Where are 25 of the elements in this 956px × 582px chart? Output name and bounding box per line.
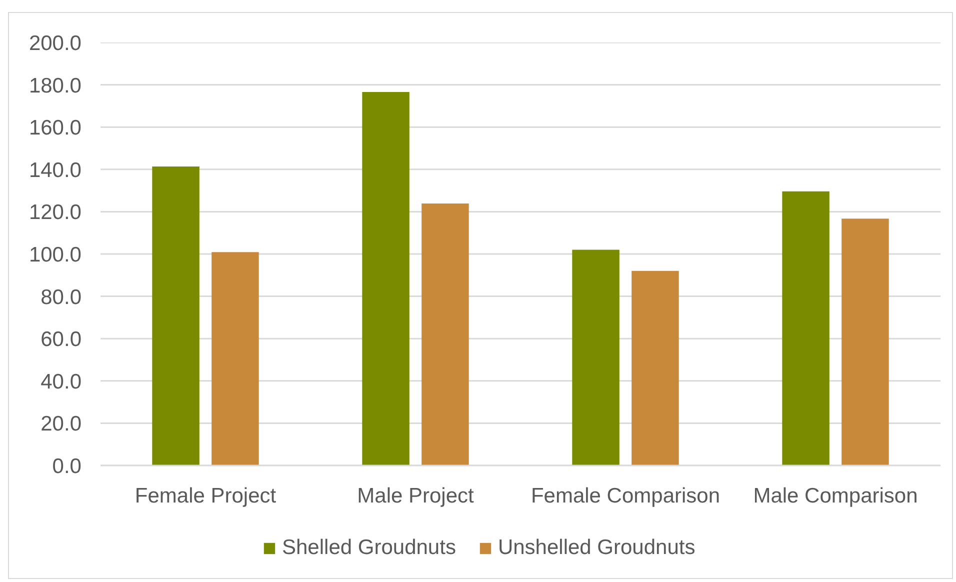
x-tick-label: Female Comparison (530, 484, 720, 508)
y-tick-label: 20.0 (40, 412, 82, 436)
bar (782, 191, 830, 466)
y-tick-label: 40.0 (40, 370, 82, 394)
y-tick-label: 160.0 (28, 116, 82, 140)
bar (212, 252, 259, 466)
y-tick-label: 140.0 (28, 158, 82, 182)
y-tick-label: 100.0 (28, 244, 82, 266)
y-tick-label: 60.0 (40, 328, 82, 352)
x-tick-label: Male Project (357, 484, 474, 508)
y-tick-label: 200.0 (28, 32, 82, 55)
y-tick-label: 180.0 (28, 74, 82, 98)
bar (572, 250, 620, 466)
y-tick-label: 120.0 (28, 201, 82, 224)
y-tick-label: 80.0 (40, 286, 82, 309)
legend-label: Shelled Groudnuts (282, 536, 456, 560)
legend-label: Unshelled Groudnuts (498, 536, 696, 560)
x-tick-label: Male Comparison (753, 484, 918, 508)
bar (632, 270, 679, 466)
x-tick-label: Female Project (134, 484, 276, 508)
bar (152, 166, 200, 466)
y-tick-label: 0.0 (52, 455, 82, 478)
bar (842, 218, 889, 466)
bar (422, 203, 469, 466)
bar (362, 92, 410, 466)
